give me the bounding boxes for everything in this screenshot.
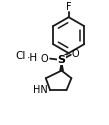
- Text: O: O: [41, 54, 49, 64]
- Text: HN: HN: [33, 85, 47, 95]
- Text: ·H: ·H: [27, 52, 38, 62]
- Text: F: F: [66, 2, 72, 12]
- Text: O: O: [72, 49, 80, 59]
- Polygon shape: [60, 62, 63, 71]
- Text: Cl: Cl: [15, 51, 26, 61]
- Text: S: S: [58, 55, 66, 65]
